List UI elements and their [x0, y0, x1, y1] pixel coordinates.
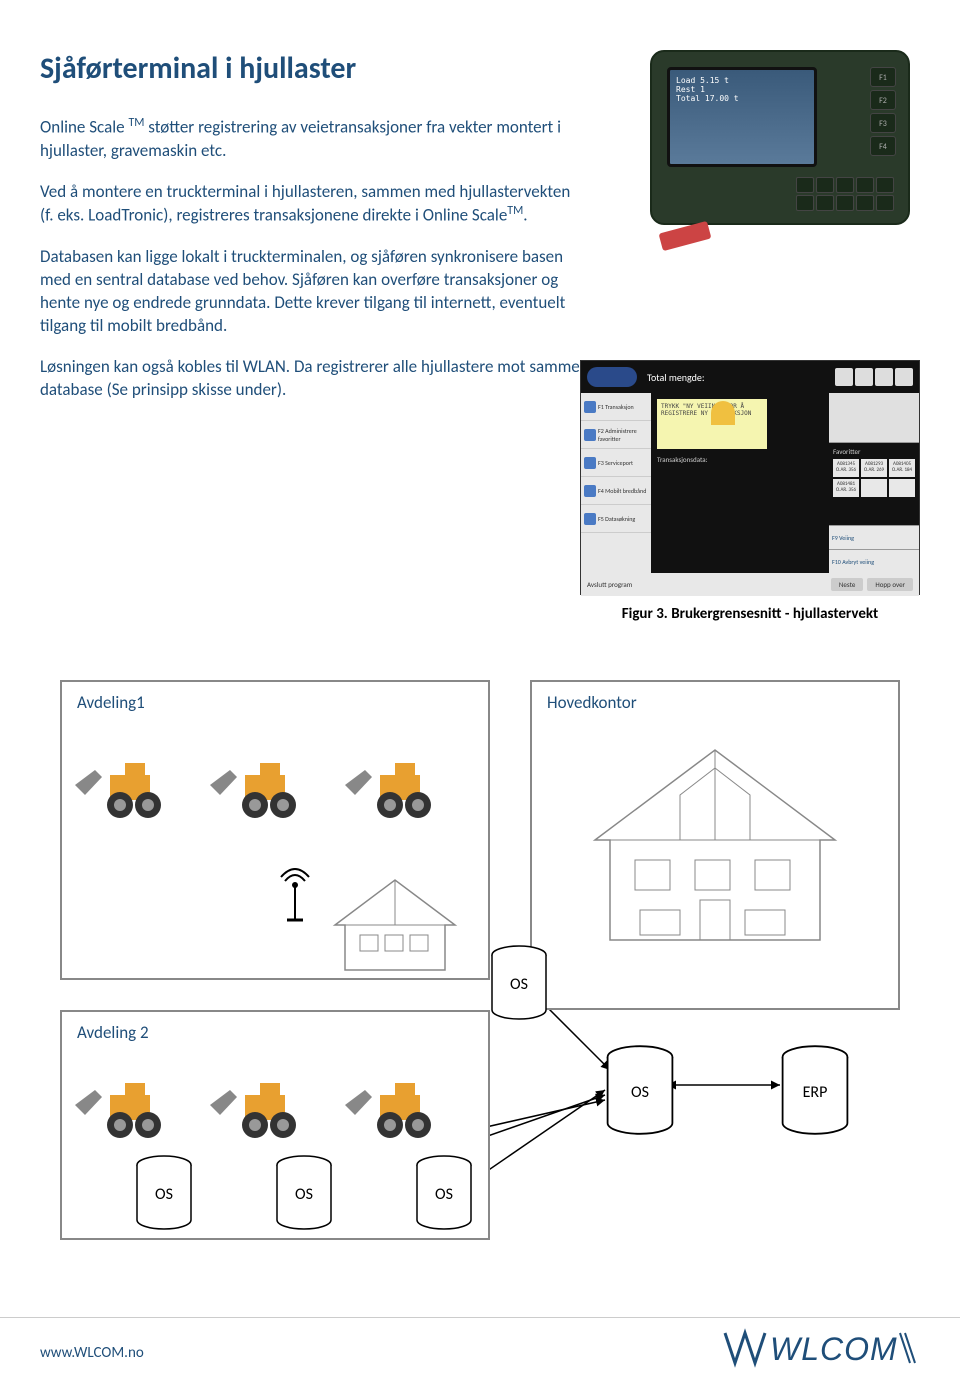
dept2-label: Avdeling 2: [77, 1022, 149, 1043]
fav-item: [861, 479, 887, 497]
ui-screenshot: Total mengde: F1 Transaksjon F2 Administ…: [580, 360, 920, 595]
tool-icon: [855, 368, 873, 386]
architecture-diagram: Avdeling1 Hovedkontor Avdeling 2: [40, 680, 920, 1260]
ui-fn-button: F10 Avbryt veiing: [829, 549, 919, 573]
person-icon: [711, 401, 735, 425]
hq-label: Hovedkontor: [547, 692, 637, 713]
house-icon: [585, 740, 845, 950]
figure-caption: Figur 3. Brukergrensesnitt - hjullasterv…: [580, 605, 920, 623]
database-icon: OS: [135, 1155, 193, 1230]
fav-item: [889, 479, 915, 497]
db-label: ERP: [780, 1083, 850, 1102]
db-label: OS: [415, 1185, 473, 1204]
tool-icon: [895, 368, 913, 386]
db-label: OS: [490, 975, 548, 994]
page-footer: www.WLCOM.no WLCOM: [0, 1317, 960, 1387]
ui-trans-label: Transaksjonsdata:: [657, 455, 707, 464]
intro-text: Online Scale TM støtter registrering av …: [40, 115, 580, 402]
loader-icon: [340, 755, 450, 825]
paragraph-1: Online Scale TM støtter registrering av …: [40, 115, 580, 163]
paragraph-4: Løsningen kan også kobles til WLAN. Da r…: [40, 356, 580, 402]
loader-icon: [70, 755, 180, 825]
database-icon: OS: [490, 945, 548, 1020]
device-photo: Load 5.15 t Rest 1 Total 17.00 t F1 F2 F…: [630, 40, 920, 240]
footer-logo: WLCOM: [720, 1325, 920, 1380]
footer-url: www.WLCOM.no: [40, 1344, 144, 1362]
ui-fn-button: F3 Serviceport: [581, 449, 651, 477]
ui-fn-button: F2 Administrere favoritter: [581, 421, 651, 449]
house-icon: [330, 875, 460, 975]
ui-fn-button: F5 Datasøkning: [581, 505, 651, 533]
ui-logo-icon: [587, 367, 637, 387]
svg-text:WLCOM: WLCOM: [770, 1331, 898, 1367]
ui-fav-label: Favoritter: [833, 447, 915, 456]
tool-icon: [835, 368, 853, 386]
ui-total-label: Total mengde:: [647, 371, 705, 384]
loader-icon: [205, 1075, 315, 1145]
paragraph-2: Ved å montere en truckterminal i hjullas…: [40, 181, 580, 229]
ui-fn-button: F9 Veiing: [829, 525, 919, 549]
database-icon: OS: [415, 1155, 473, 1230]
dept1-label: Avdeling1: [77, 692, 145, 713]
database-icon: ERP: [780, 1045, 850, 1135]
tool-icon: [875, 368, 893, 386]
wifi-antenna-icon: [275, 865, 315, 925]
database-icon: OS: [605, 1045, 675, 1135]
skip-button: Hopp over: [867, 578, 913, 591]
next-button: Neste: [831, 578, 863, 591]
fav-item: A081345 O.AR. 356: [833, 459, 859, 477]
db-label: OS: [135, 1185, 193, 1204]
ui-fn-button: F1 Transaksjon: [581, 393, 651, 421]
db-label: OS: [605, 1083, 675, 1102]
db-label: OS: [275, 1185, 333, 1204]
fav-item: A081405 O.AR. 184: [889, 459, 915, 477]
ui-fn-button: F4 Mobilt bredbånd: [581, 477, 651, 505]
fav-item: A081481 O.AR. 356: [833, 479, 859, 497]
database-icon: OS: [275, 1155, 333, 1230]
loader-icon: [340, 1075, 450, 1145]
exit-button: Avslutt program: [587, 580, 632, 589]
loader-icon: [205, 755, 315, 825]
loader-icon: [70, 1075, 180, 1145]
paragraph-3: Databasen kan ligge lokalt i trucktermin…: [40, 246, 580, 338]
fav-item: A081293 O.AR. 269: [861, 459, 887, 477]
